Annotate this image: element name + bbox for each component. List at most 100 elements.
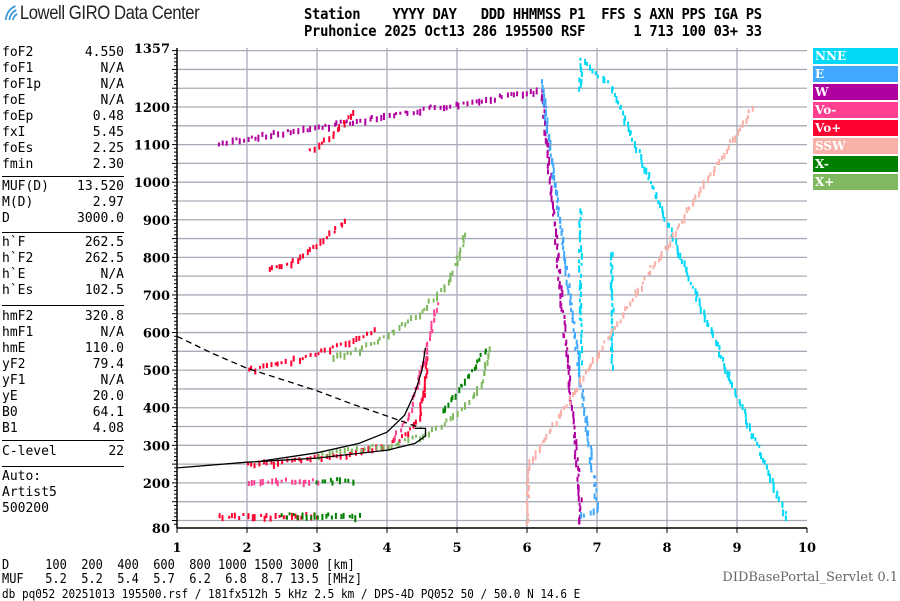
echo-point <box>562 236 565 243</box>
echo-point <box>347 447 350 452</box>
echo-point <box>587 441 590 448</box>
echo-point <box>569 293 572 300</box>
echo-point <box>345 453 348 460</box>
echo-point <box>652 186 655 190</box>
echo-point <box>476 390 478 397</box>
echo-point <box>560 285 563 292</box>
echo-point <box>426 368 429 375</box>
echo-point <box>456 411 459 418</box>
echo-point <box>751 105 754 112</box>
param-name: hmE <box>2 341 26 356</box>
echo-point <box>324 479 327 484</box>
echo-point <box>707 323 710 327</box>
echo-point <box>568 365 571 371</box>
echo-point <box>610 330 613 335</box>
echo-point <box>462 101 465 105</box>
echo-point <box>784 511 787 515</box>
param-row: D 3000.0 <box>2 211 124 227</box>
param-row: yF2 79.4 <box>2 357 124 373</box>
echo-point <box>641 285 643 292</box>
legend-item: Vo- <box>813 102 898 118</box>
echo-point <box>667 244 669 251</box>
echo-point <box>275 265 278 269</box>
echo-point <box>398 325 401 331</box>
echo-point <box>580 273 583 278</box>
param-name: yE <box>2 389 18 404</box>
echo-point <box>392 329 395 336</box>
echo-point <box>726 370 729 378</box>
echo-point <box>593 475 596 478</box>
echo-point <box>344 478 347 483</box>
echo-point <box>429 104 432 108</box>
legend: NNE E W Vo- Vo+ SSW X- X+ <box>813 48 898 192</box>
echo-point <box>451 395 454 401</box>
echo-point <box>715 339 718 346</box>
echo-point <box>339 351 342 359</box>
echo-point <box>365 342 368 348</box>
param-name: B1 <box>2 421 18 436</box>
echo-point <box>685 207 688 214</box>
echo-point <box>576 387 578 393</box>
echo-point <box>420 398 423 404</box>
echo-point <box>370 331 373 336</box>
echo-point <box>443 284 446 289</box>
echo-point <box>247 513 250 520</box>
echo-point <box>577 490 580 496</box>
echo-point <box>580 511 583 519</box>
echo-point <box>692 201 694 207</box>
echo-point <box>614 325 616 330</box>
echo-point <box>549 428 552 433</box>
legend-item: Vo+ <box>813 120 898 136</box>
echo-point <box>571 310 574 317</box>
echo-point <box>596 74 599 79</box>
echo-point <box>610 335 613 342</box>
echo-point <box>699 186 702 193</box>
echo-point <box>610 252 613 260</box>
echo-point <box>339 453 342 460</box>
echo-point <box>566 363 569 369</box>
echo-point <box>689 282 692 285</box>
echo-point <box>280 479 283 483</box>
echo-point <box>610 357 613 365</box>
echo-point <box>784 515 787 522</box>
echo-point <box>549 140 552 145</box>
echo-point <box>339 448 342 454</box>
echo-point <box>687 275 690 282</box>
echo-point <box>525 91 528 97</box>
param-row: h`E N/A <box>2 267 124 283</box>
echo-point <box>289 130 292 136</box>
echo-point <box>416 385 419 390</box>
echo-point <box>555 420 558 427</box>
param-name: B0 <box>2 405 18 420</box>
echo-point <box>443 422 446 427</box>
echo-point <box>562 332 565 338</box>
echo-point <box>752 433 754 439</box>
echo-point <box>707 176 709 183</box>
echo-point <box>668 222 670 228</box>
echo-point <box>399 111 402 115</box>
legend-item: W <box>813 84 898 100</box>
echo-point <box>579 217 582 222</box>
echo-point <box>572 418 575 422</box>
echo-point <box>649 264 652 268</box>
echo-point <box>591 68 594 74</box>
echo-point <box>580 78 583 85</box>
echo-point <box>550 172 553 177</box>
echo-point <box>388 113 391 118</box>
echo-point <box>528 464 531 471</box>
echo-point <box>387 445 390 452</box>
echo-point <box>277 131 280 138</box>
echo-point <box>308 148 311 152</box>
echo-point <box>292 355 295 362</box>
echo-point <box>320 348 323 353</box>
echo-point <box>457 102 460 110</box>
echo-point <box>674 231 677 238</box>
echo-point <box>347 478 350 483</box>
echo-point <box>274 362 277 366</box>
distance-row: D 100 200 400 600 800 1000 1500 3000 [km… <box>2 558 355 573</box>
echo-point <box>334 122 337 127</box>
echo-point <box>277 459 279 467</box>
echo-point <box>713 165 716 172</box>
echo-point <box>258 460 261 467</box>
echo-point <box>557 269 560 273</box>
